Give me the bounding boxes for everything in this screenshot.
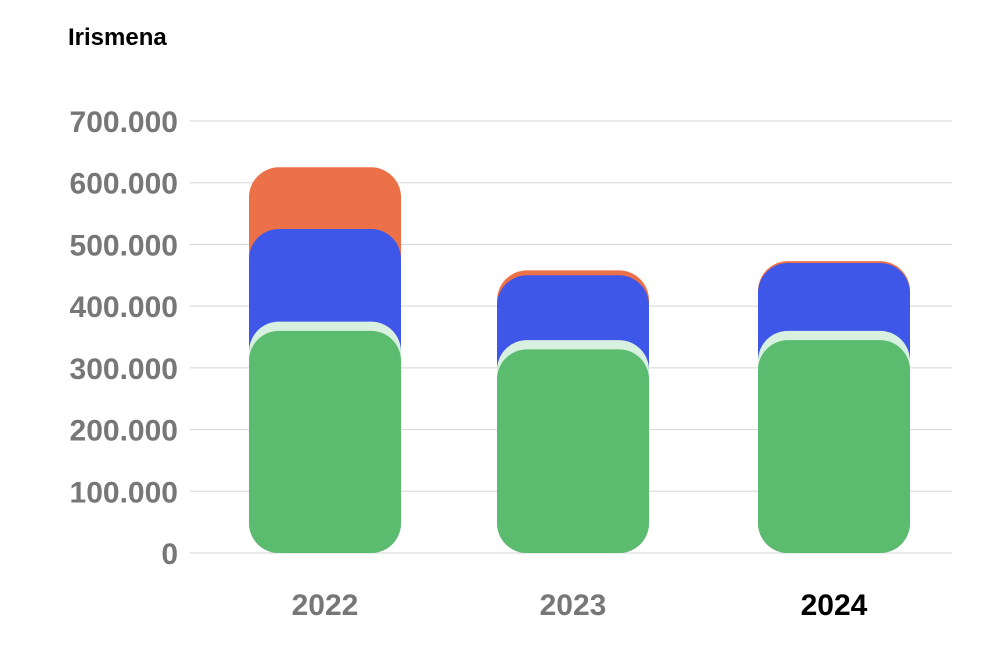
y-tick-label: 0 <box>161 538 178 571</box>
chart-title: Irismena <box>68 24 167 51</box>
bars <box>249 167 910 554</box>
x-tick-label: 2023 <box>540 589 607 622</box>
y-tick-label: 600.000 <box>70 168 178 201</box>
y-tick-label: 100.000 <box>70 476 178 509</box>
bar-segment <box>497 349 649 553</box>
y-tick-label: 500.000 <box>70 229 178 262</box>
bar-group-2022 <box>249 167 401 554</box>
y-tick-label: 300.000 <box>70 353 178 386</box>
bar-segment <box>249 330 401 553</box>
x-tick-label: 2022 <box>292 589 359 622</box>
x-axis-ticks: 2022 2023 2024 <box>292 589 868 622</box>
y-axis-ticks: 0 100.000 200.000 300.000 400.000 500.000 600.… <box>70 106 178 571</box>
y-tick-label: 200.000 <box>70 415 178 448</box>
bar-group-2023 <box>497 270 649 553</box>
x-tick-label: 2024 <box>801 589 868 622</box>
bar-group-2024 <box>758 261 910 553</box>
bar-segment <box>758 340 910 553</box>
y-tick-label: 700.000 <box>70 106 178 139</box>
y-tick-label: 400.000 <box>70 291 178 324</box>
